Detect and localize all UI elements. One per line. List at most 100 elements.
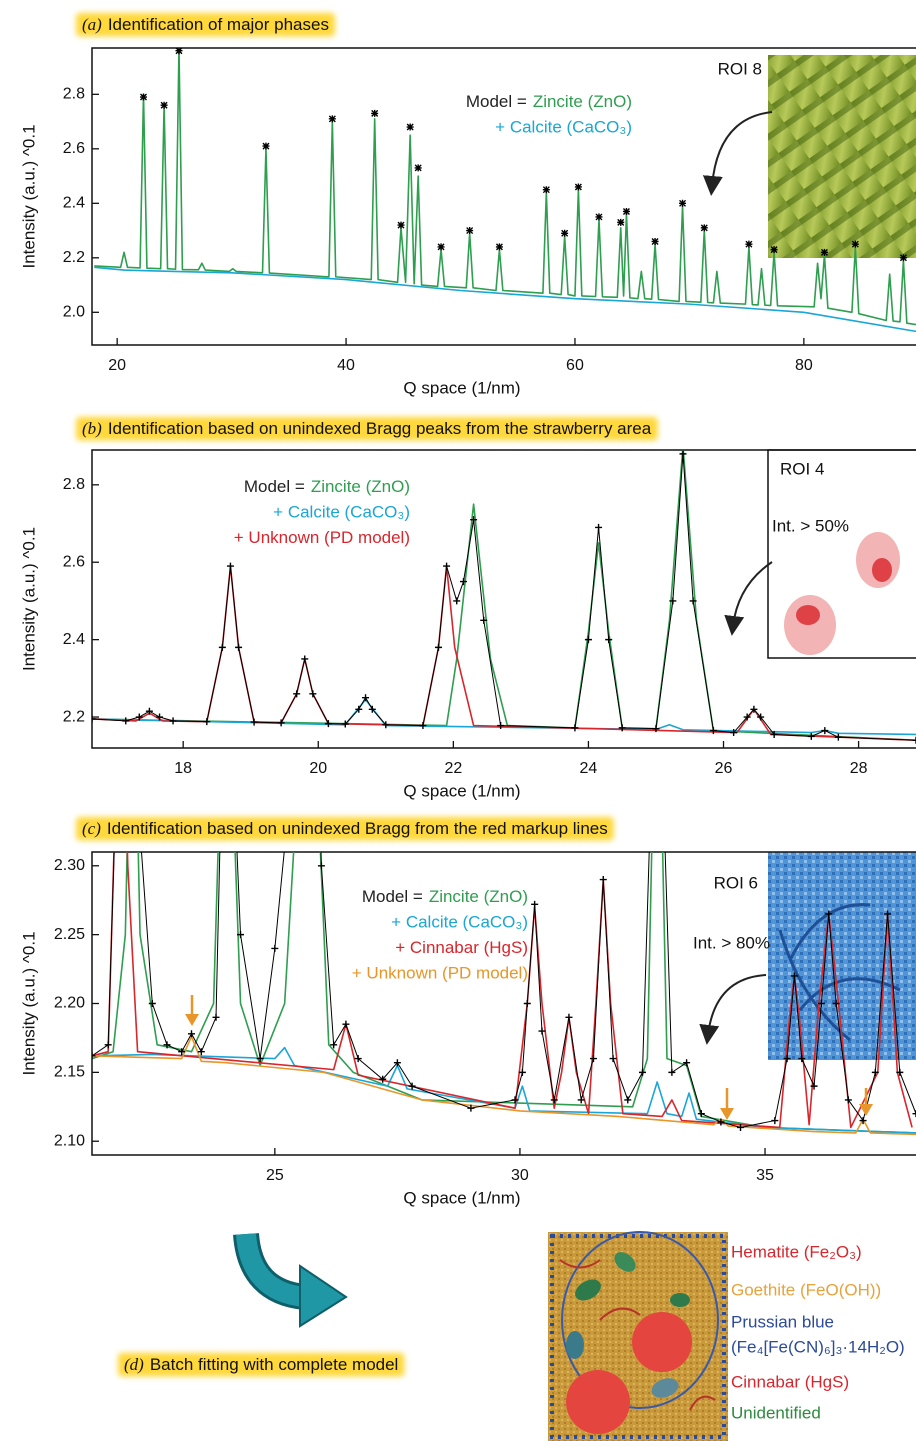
legend-entry: + Unknown (PD model) <box>234 528 410 547</box>
data-point <box>798 1055 806 1063</box>
x-axis-label: Q space (1/nm) <box>403 1188 520 1207</box>
series-line <box>92 852 916 1134</box>
x-tick-label: 60 <box>566 357 584 374</box>
data-point <box>689 597 697 605</box>
x-tick-label: 30 <box>511 1167 529 1184</box>
data-point <box>825 910 833 918</box>
y-tick-label: 2.8 <box>63 476 85 493</box>
data-point <box>342 1020 350 1028</box>
data-point <box>565 1013 573 1021</box>
series-line <box>92 453 916 741</box>
data-point <box>122 717 130 725</box>
data-point <box>651 237 659 245</box>
data-point <box>175 48 183 55</box>
plot-frame <box>91 47 916 346</box>
legend-lead: Model = <box>466 92 527 111</box>
x-axis-label: Q space (1/nm) <box>403 378 520 397</box>
panel-title-text: (b) Identification based on unindexed Bra… <box>82 419 652 439</box>
map-image <box>548 1231 728 1441</box>
data-point <box>466 227 474 235</box>
data-point <box>518 1068 526 1076</box>
data-point <box>362 694 370 702</box>
legend-entry: Unidentified <box>731 1403 821 1422</box>
data-point <box>618 724 626 732</box>
data-point <box>511 1096 519 1104</box>
legend-lead: Model = <box>362 887 423 906</box>
data-point <box>717 1118 725 1126</box>
series-line <box>92 1035 916 1136</box>
data-point <box>700 224 708 232</box>
data-point <box>188 1030 196 1038</box>
title: Identification based on unindexed Bragg … <box>107 819 608 838</box>
data-point <box>859 1117 867 1125</box>
data-point <box>810 1082 818 1090</box>
roi-label: ROI 8 <box>718 59 762 78</box>
y-tick-label: 2.6 <box>63 553 85 570</box>
legend-name: + Unknown (PD model) <box>234 528 410 547</box>
data-point <box>737 1123 745 1131</box>
data-point <box>355 705 363 713</box>
data-point <box>453 597 461 605</box>
data-point <box>669 597 677 605</box>
data-point <box>595 213 603 221</box>
legend-entry: + Calcite (CaCO₃) <box>391 913 528 932</box>
data-point <box>419 722 427 730</box>
data-point <box>912 1110 916 1118</box>
x-tick-label: 20 <box>108 357 126 374</box>
title: Batch fitting with complete model <box>150 1355 399 1374</box>
y-tick-label: 2.4 <box>63 195 85 212</box>
data-point <box>605 636 613 644</box>
peak-arrows <box>185 995 873 1120</box>
data-point <box>652 725 660 733</box>
legend-entry: + Calcite (CaCO₃) <box>495 118 632 137</box>
title: Identification of major phases <box>108 15 329 34</box>
legend-entry: Cinnabar (HgS) <box>731 1372 849 1391</box>
title-highlight <box>76 12 335 37</box>
y-axis-label: Intensity (a.u.) ^0.1 <box>19 124 38 268</box>
x-tick-label: 80 <box>795 357 813 374</box>
legend-entry: Prussian blue <box>731 1312 834 1331</box>
data-point <box>871 1068 879 1076</box>
data-point <box>414 164 422 172</box>
y-tick-label: 2.8 <box>63 86 85 103</box>
data-point <box>851 240 859 248</box>
data-point <box>771 1117 779 1125</box>
data-point <box>497 722 505 730</box>
data-point <box>271 944 279 952</box>
data-point <box>328 115 336 123</box>
data-point <box>844 1096 852 1104</box>
series-group <box>94 48 916 333</box>
roi-label: ROI 4 <box>780 459 824 478</box>
panel-title-text: (c) Identification based on unindexed Bra… <box>82 819 608 839</box>
roi-arrow <box>724 561 773 636</box>
data-point <box>237 931 245 939</box>
panel-label: (d) <box>124 1355 144 1374</box>
data-point <box>542 186 550 194</box>
data-point <box>743 713 751 721</box>
data-point <box>178 1048 186 1056</box>
x-tick-label: 28 <box>850 760 868 777</box>
data-point <box>92 1052 96 1060</box>
data-point <box>745 240 753 248</box>
roi-arrow <box>699 974 767 1045</box>
data-point <box>697 1110 705 1118</box>
data-point <box>406 123 414 131</box>
legend-name: + Calcite (CaCO₃) <box>273 503 410 522</box>
legend-name: + Unknown (PD model) <box>352 964 528 983</box>
data-point <box>434 643 442 651</box>
data-point <box>832 1000 840 1007</box>
data-point <box>709 727 717 735</box>
legend-entry: Model = Zincite (ZnO) <box>466 92 632 111</box>
data-point <box>437 243 445 251</box>
data-point <box>821 727 829 735</box>
data-point <box>538 1027 546 1035</box>
data-point <box>324 720 332 728</box>
data-point <box>104 1041 112 1049</box>
data-point <box>212 1013 220 1021</box>
data-point <box>834 733 842 741</box>
data-point <box>341 720 349 728</box>
data-point <box>577 1096 585 1104</box>
x-tick-label: 22 <box>444 760 462 777</box>
